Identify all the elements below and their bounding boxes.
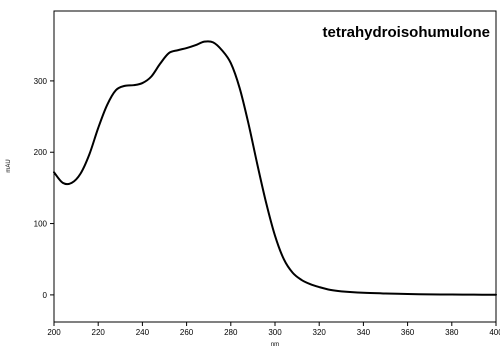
x-tick-label: 220 [92, 328, 106, 337]
x-tick-label: 280 [224, 328, 238, 337]
y-tick-label: 100 [34, 220, 48, 229]
x-tick-label: 340 [357, 328, 371, 337]
x-tick-label: 300 [268, 328, 282, 337]
series-line [53, 40, 497, 296]
x-axis-ticks: 200 220 240 260 280 300 320 340 360 380 400 [47, 322, 500, 337]
plot-frame [53, 10, 497, 323]
chart-title: tetrahydroisohumulone [322, 24, 490, 41]
x-tick-label: 360 [401, 328, 415, 337]
y-tick-label: 300 [34, 77, 48, 86]
x-tick-label: 200 [47, 328, 61, 337]
x-tick-label: 240 [136, 328, 150, 337]
x-tick-label: 320 [313, 328, 327, 337]
x-tick-label: 400 [489, 328, 500, 337]
y-axis-ticks: 0 100 200 300 [34, 77, 54, 300]
y-tick-label: 0 [43, 291, 48, 300]
y-tick-label: 200 [34, 148, 48, 157]
x-tick-label: 260 [180, 328, 194, 337]
x-axis-label: nm [271, 342, 279, 347]
y-axis-label: mAU [6, 159, 12, 172]
x-tick-label: 380 [445, 328, 459, 337]
